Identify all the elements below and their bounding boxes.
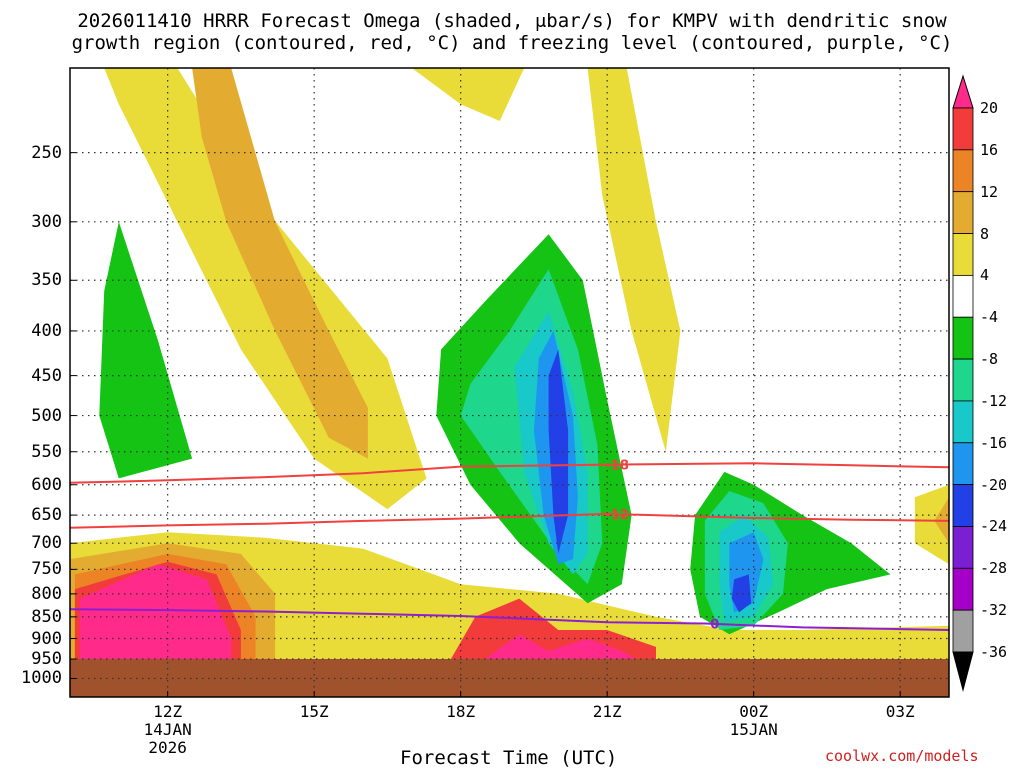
colorbar-segment-3 [952, 191, 974, 234]
x-tick-label: 15JAN [729, 720, 778, 739]
contour-label-0: -18 [605, 459, 629, 474]
colorbar-segment-13 [952, 609, 974, 653]
colorbar-label: 16 [980, 140, 999, 159]
omega-region-24 [70, 659, 949, 697]
y-tick-label: 350 [31, 270, 62, 291]
y-tick-label: 850 [31, 606, 62, 627]
colorbar [952, 74, 974, 692]
colorbar-label: 12 [980, 182, 999, 201]
omega-region-4 [70, 532, 949, 659]
colorbar-segment-11 [952, 526, 974, 569]
colorbar-segment-4 [952, 233, 974, 276]
colorbar-segment-7 [952, 358, 974, 402]
colorbar-segment-10 [952, 484, 974, 527]
plot-frame [69, 67, 950, 698]
colorbar-segment-5 [952, 274, 974, 318]
contour-line-1 [69, 512, 950, 529]
colorbar-label: -36 [980, 643, 1008, 661]
chart-title-line2: growth region (contoured, red, °C) and f… [71, 32, 953, 54]
colorbar-segment-8 [952, 400, 974, 444]
colorbar-label: -24 [980, 517, 1008, 536]
omega-region-16 [548, 349, 569, 554]
colorbar-segment-1 [952, 107, 974, 151]
x-tick-label: 15Z [299, 702, 329, 721]
contour-line-0 [69, 462, 950, 484]
y-tick-label: 550 [31, 441, 62, 462]
y-tick-label: 900 [31, 628, 62, 649]
colorbar-label: -16 [980, 433, 1008, 452]
colorbar-bottom-arrow [952, 651, 974, 692]
grid-lines [70, 68, 949, 697]
source-credit[interactable]: coolwx.com/models [825, 747, 979, 765]
colorbar-label: 4 [980, 266, 990, 285]
colorbar-label: -28 [980, 559, 1008, 578]
contour-label-2: 0 [710, 617, 719, 632]
colorbar-label: -4 [980, 308, 999, 327]
colorbar-segment-6 [952, 316, 974, 360]
colorbar-top-arrow [952, 74, 974, 109]
contour-lines: -18 -12 0 [69, 459, 950, 632]
omega-region-8 [79, 564, 232, 659]
colorbar-segment-2 [952, 149, 974, 193]
omega-region-9 [450, 598, 656, 659]
x-tick-label: 18Z [446, 702, 476, 721]
colorbar-segment-12 [952, 567, 974, 611]
omega-shaded-regions [70, 68, 949, 697]
y-tick-label: 250 [31, 142, 62, 163]
y-tick-label: 800 [31, 583, 62, 604]
omega-region-1 [192, 68, 368, 459]
x-tick-label: 00Z [739, 702, 769, 721]
omega-region-3 [587, 68, 681, 452]
x-tick-label: 14JAN [143, 720, 192, 739]
colorbar-label: -20 [980, 475, 1008, 494]
colorbar-label: 8 [980, 224, 990, 243]
x-tick-label: 2026 [148, 738, 187, 757]
x-tick-label: 03Z [885, 702, 915, 721]
colorbar-label: -32 [980, 601, 1008, 620]
contour-label-1: -12 [605, 508, 629, 523]
y-tick-label: 1000 [21, 668, 62, 689]
x-tick-label: 12Z [153, 702, 183, 721]
x-tick-label: 21Z [592, 702, 622, 721]
x-axis-title: Forecast Time (UTC) [400, 747, 618, 769]
y-tick-label: 450 [31, 365, 62, 386]
y-tick-label: 650 [31, 505, 62, 526]
y-tick-label: 400 [31, 320, 62, 341]
omega-region-2 [411, 68, 525, 121]
omega-region-21 [731, 574, 752, 613]
colorbar-label: 20 [980, 99, 999, 117]
colorbar-segment-9 [952, 442, 974, 486]
chart-title-line1: 2026011410 HRRR Forecast Omega (shaded, … [77, 10, 947, 32]
y-tick-label: 700 [31, 533, 62, 554]
omega-region-10 [485, 634, 637, 659]
y-tick-label: 500 [31, 405, 62, 426]
colorbar-label: -8 [980, 350, 999, 369]
y-tick-label: 600 [31, 474, 62, 495]
contour-line-2 [69, 608, 950, 631]
colorbar-label: -12 [980, 391, 1008, 410]
omega-region-22 [914, 484, 949, 565]
y-tick-label: 750 [31, 559, 62, 580]
omega-region-11 [99, 221, 193, 479]
y-tick-label: 950 [31, 649, 62, 670]
y-tick-label: 300 [31, 211, 62, 232]
